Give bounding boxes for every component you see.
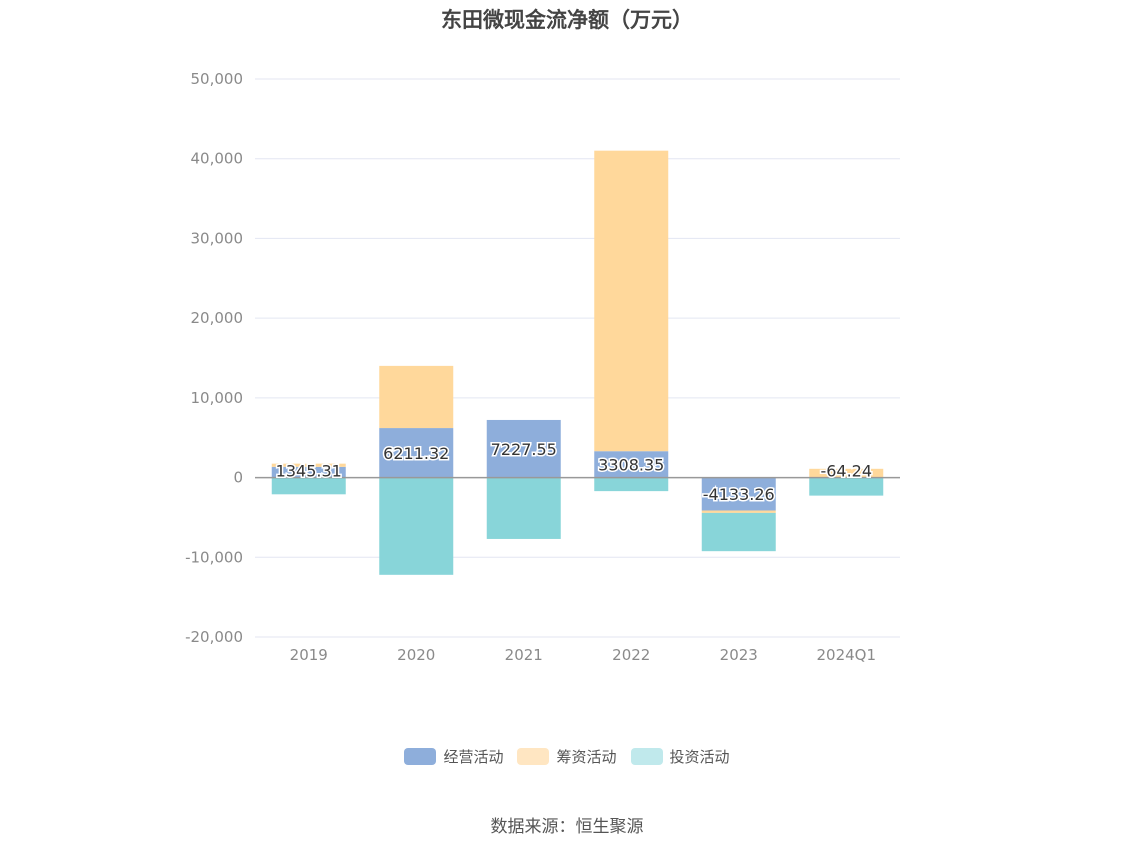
y-tick-label: 10,000 [191, 389, 244, 407]
legend-swatch-financing [517, 748, 550, 765]
legend-item-operating[interactable]: 经营活动 [404, 746, 503, 767]
x-tick-label: 2020 [397, 646, 435, 664]
y-tick-label: 50,000 [191, 70, 244, 88]
bar-operating [486, 419, 561, 478]
bar-investing [594, 477, 669, 492]
data-label: 7227.55 [491, 440, 557, 459]
x-tick-label: 2023 [720, 646, 758, 664]
y-tick-label: 30,000 [191, 229, 244, 247]
y-tick-label: -20,000 [185, 628, 243, 646]
y-tick-label: -10,000 [185, 548, 243, 566]
legend-item-financing[interactable]: 筹资活动 [517, 746, 617, 767]
bar-financing [271, 463, 346, 467]
bar-investing [809, 478, 884, 496]
legend-label-operating: 经营活动 [443, 748, 504, 766]
bar-operating [271, 466, 346, 478]
y-tick-label: 20,000 [191, 309, 244, 327]
y-tick-label: 40,000 [191, 150, 244, 168]
x-tick-label: 2021 [505, 646, 543, 664]
bar-financing [594, 150, 669, 452]
data-label: 3308.35 [598, 455, 664, 474]
x-tick-label: 2019 [290, 646, 328, 664]
bar-investing [271, 477, 346, 495]
x-tick-label: 2022 [612, 646, 650, 664]
bar-financing [701, 510, 776, 513]
chart-title: 东田微现金流净额（万元） [441, 8, 693, 32]
x-tick-label: 2024Q1 [816, 646, 876, 664]
legend-swatch-investing [630, 748, 663, 765]
chart-legend: 经营活动 筹资活动 投资活动 [0, 746, 1134, 767]
data-label: 6211.32 [383, 444, 449, 463]
bar-financing [379, 365, 454, 429]
legend-label-financing: 筹资活动 [556, 748, 617, 766]
bar-operating [701, 477, 776, 511]
data-label: 1345.31 [276, 462, 342, 481]
bar-financing [809, 468, 884, 478]
legend-item-investing[interactable]: 投资活动 [630, 746, 730, 767]
bar-operating [594, 451, 669, 478]
data-label: -64.24 [820, 462, 872, 481]
data-label: -4133.26 [703, 485, 775, 504]
y-tick-label: 0 [233, 469, 243, 487]
data-source: 数据来源：恒生聚源 [490, 817, 644, 837]
bar-investing [701, 512, 776, 552]
bar-investing [486, 477, 561, 539]
bar-investing [379, 477, 454, 575]
bar-operating [379, 428, 454, 478]
legend-swatch-operating [404, 748, 437, 765]
legend-label-investing: 投资活动 [669, 748, 730, 766]
